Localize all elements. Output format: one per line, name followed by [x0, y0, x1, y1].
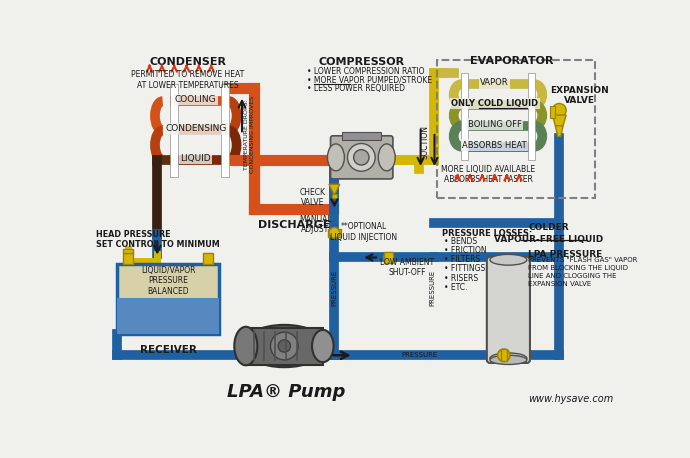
Text: CONDENSING: CONDENSING: [165, 125, 226, 133]
Bar: [384, 252, 393, 263]
Bar: [221, 84, 229, 177]
Text: EXPANSION
VALVE: EXPANSION VALVE: [550, 86, 609, 105]
Circle shape: [552, 104, 566, 117]
Ellipse shape: [312, 330, 333, 362]
Polygon shape: [555, 126, 563, 136]
Text: ABSORBS HEAT: ABSORBS HEAT: [462, 141, 527, 150]
Text: • RISERS: • RISERS: [444, 273, 478, 283]
Ellipse shape: [490, 355, 527, 365]
Text: • FITTINGS: • FITTINGS: [444, 264, 485, 273]
Text: MORE LIQUID AVAILABLE
ABSORBS HEAT FASTER: MORE LIQUID AVAILABLE ABSORBS HEAT FASTE…: [442, 165, 535, 185]
Text: PRESSURE: PRESSURE: [331, 270, 337, 306]
Bar: [332, 194, 337, 198]
Text: PRESSURE LOSSES:: PRESSURE LOSSES:: [442, 229, 533, 238]
Text: • ETC.: • ETC.: [444, 283, 467, 292]
Text: CONDENSER: CONDENSER: [150, 57, 226, 67]
Bar: [529, 73, 535, 160]
Text: • BENDS: • BENDS: [444, 237, 477, 245]
Polygon shape: [552, 115, 566, 126]
Text: PREVENTS "FLASH GAS" VAPOR
FROM BLOCKING THE LIQUID
LINE AND CLOGGING THE
EXPANS: PREVENTS "FLASH GAS" VAPOR FROM BLOCKING…: [529, 256, 638, 287]
Text: COMPRESSOR: COMPRESSOR: [318, 57, 404, 67]
Text: ONLY COLD LIQUID: ONLY COLD LIQUID: [451, 99, 538, 108]
Circle shape: [278, 340, 290, 352]
Text: LIQUID/VAPOR
PRESSURE
BALANCED: LIQUID/VAPOR PRESSURE BALANCED: [141, 266, 195, 295]
Bar: [342, 132, 381, 140]
Bar: [328, 229, 341, 237]
Text: CHECK
VALVE: CHECK VALVE: [300, 188, 326, 207]
Ellipse shape: [328, 144, 344, 171]
Circle shape: [497, 349, 510, 361]
Text: **OPTIONAL
LIQUID INJECTION: **OPTIONAL LIQUID INJECTION: [330, 223, 397, 242]
Text: • LOWER COMPRESSION RATIO: • LOWER COMPRESSION RATIO: [308, 67, 425, 76]
Text: VAPOR: VAPOR: [480, 78, 509, 87]
Text: • FRICTION: • FRICTION: [444, 246, 486, 255]
Text: DISCHARGE: DISCHARGE: [258, 220, 331, 230]
Text: RECEIVER: RECEIVER: [139, 345, 197, 355]
Bar: [246, 327, 323, 365]
Text: HEAD PRESSURE
SET CONTROL TO MINIMUM: HEAD PRESSURE SET CONTROL TO MINIMUM: [96, 230, 219, 250]
Ellipse shape: [378, 144, 395, 171]
Text: LPA PRESSURE: LPA PRESSURE: [529, 250, 602, 259]
Text: LIQUID: LIQUID: [181, 153, 211, 163]
Ellipse shape: [490, 353, 527, 364]
Bar: [550, 106, 555, 118]
Circle shape: [354, 150, 369, 165]
Bar: [117, 264, 219, 334]
Bar: [117, 298, 219, 334]
Bar: [124, 249, 132, 253]
Circle shape: [329, 228, 339, 238]
Text: TEMPERATURE DROPS:
CONDENSING IMPROVES: TEMPERATURE DROPS: CONDENSING IMPROVES: [244, 96, 255, 173]
Text: COOLING: COOLING: [175, 95, 217, 104]
Circle shape: [270, 332, 298, 360]
Polygon shape: [329, 184, 339, 195]
Ellipse shape: [490, 254, 527, 265]
Text: PERMITTED TO REMOVE HEAT
AT LOWER TEMPERATURES: PERMITTED TO REMOVE HEAT AT LOWER TEMPER…: [132, 71, 245, 90]
Text: • FILTERS: • FILTERS: [444, 255, 480, 264]
Text: BOILING OFF: BOILING OFF: [468, 120, 522, 129]
Circle shape: [384, 253, 393, 262]
Text: LPA® Pump: LPA® Pump: [228, 383, 346, 401]
Text: SUCTION: SUCTION: [421, 125, 430, 159]
FancyBboxPatch shape: [487, 256, 530, 363]
Bar: [437, 60, 595, 198]
Ellipse shape: [242, 325, 326, 367]
Text: EVAPORATOR: EVAPORATOR: [470, 56, 553, 66]
Bar: [204, 253, 213, 264]
Ellipse shape: [235, 327, 257, 365]
Text: www.hysave.com: www.hysave.com: [528, 394, 613, 404]
Text: LOW AMBIENT
SHUT-OFF: LOW AMBIENT SHUT-OFF: [380, 258, 435, 277]
Text: • LESS POWER REQUIRED: • LESS POWER REQUIRED: [308, 84, 406, 93]
Bar: [170, 84, 178, 177]
Bar: [124, 253, 132, 264]
Text: COLDER
VAPOUR-FREE LIQUID: COLDER VAPOUR-FREE LIQUID: [494, 223, 603, 244]
Circle shape: [348, 143, 375, 171]
Text: PRESSURE: PRESSURE: [429, 270, 435, 306]
Text: MANUAL
ADJUST: MANUAL ADJUST: [299, 215, 331, 234]
Bar: [462, 73, 468, 160]
FancyBboxPatch shape: [331, 136, 393, 179]
Text: • MORE VAPOR PUMPED/STROKE: • MORE VAPOR PUMPED/STROKE: [308, 76, 433, 85]
Bar: [501, 349, 507, 361]
Text: PRESSURE: PRESSURE: [401, 352, 437, 358]
